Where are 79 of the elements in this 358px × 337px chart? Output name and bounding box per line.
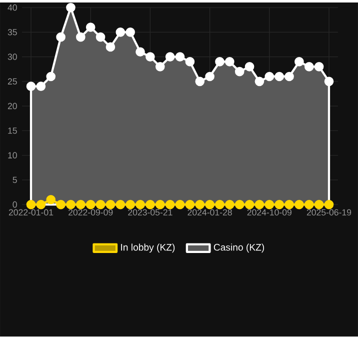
y-tick-label: 25 [8, 78, 17, 85]
point [304, 200, 314, 210]
point [46, 72, 56, 82]
point [126, 200, 136, 210]
point [146, 200, 155, 210]
y-tick-label: 20 [8, 103, 17, 110]
point [76, 200, 86, 210]
point [294, 57, 304, 67]
point [244, 62, 254, 72]
x-tick-label: 2025-06-19 [306, 209, 352, 216]
point [136, 47, 145, 57]
point [304, 62, 314, 72]
point [86, 22, 96, 32]
point [254, 200, 264, 210]
y-tick-label: 30 [8, 54, 17, 60]
x-tick-label: 2023-05-21 [128, 209, 172, 216]
point [146, 52, 155, 62]
y-tick-label: 35 [8, 29, 17, 36]
point [284, 200, 294, 210]
point [165, 200, 175, 210]
point [264, 72, 274, 82]
x-tick-label: 2022-09-09 [68, 209, 113, 216]
point [66, 200, 76, 210]
x-tick-label: 2024-01-28 [188, 209, 232, 216]
point [56, 32, 66, 42]
point [155, 200, 165, 210]
point [106, 42, 116, 52]
point [195, 200, 205, 210]
y-tick-label: 5 [12, 177, 17, 184]
point [274, 72, 284, 82]
point [126, 28, 136, 38]
point [314, 200, 324, 210]
point [205, 200, 214, 210]
point [234, 67, 244, 76]
point [175, 52, 185, 62]
legend-label: In lobby (KZ) [121, 244, 175, 253]
point [195, 76, 205, 86]
point [86, 200, 96, 210]
point [165, 52, 175, 62]
point [244, 200, 254, 210]
point [116, 200, 126, 210]
point [26, 82, 36, 92]
point [224, 200, 234, 210]
point [185, 200, 195, 210]
point [215, 57, 224, 67]
point [185, 57, 195, 67]
x-tick-label: 2024-10-09 [247, 209, 292, 216]
point [234, 200, 244, 210]
y-tick-label: 0 [12, 202, 17, 208]
point [215, 200, 224, 210]
point [205, 72, 214, 82]
point [46, 195, 56, 205]
point [136, 200, 145, 210]
point [116, 28, 126, 38]
point [76, 32, 86, 42]
point [314, 62, 324, 72]
point [324, 200, 334, 210]
point [254, 76, 264, 86]
point [175, 200, 185, 210]
point [56, 200, 66, 210]
y-tick-label: 15 [8, 128, 17, 134]
point [36, 200, 46, 210]
x-tick-label: 2022-01-01 [8, 209, 54, 216]
point [284, 72, 294, 82]
point [26, 200, 36, 210]
y-tick-label: 10 [8, 152, 17, 159]
y-tick-label: 40 [8, 4, 17, 11]
point [66, 3, 76, 12]
point [264, 200, 274, 210]
point [106, 200, 116, 210]
point [36, 82, 46, 92]
point [224, 57, 234, 67]
point [96, 200, 106, 210]
point [155, 62, 165, 72]
legend-label: Casino (KZ) [214, 244, 264, 253]
point [274, 200, 284, 210]
point [96, 32, 106, 42]
point [324, 76, 334, 86]
point [294, 200, 304, 210]
